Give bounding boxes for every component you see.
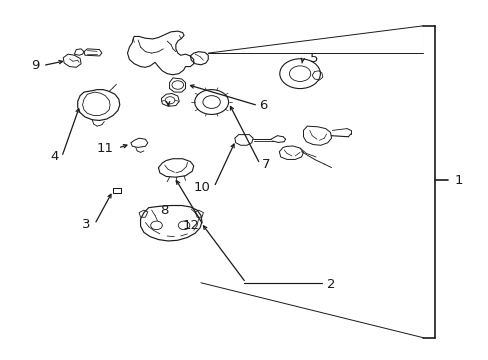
Text: 3: 3 <box>82 218 91 231</box>
Text: 4: 4 <box>50 150 58 163</box>
Text: 2: 2 <box>326 278 334 291</box>
Text: 8: 8 <box>160 204 168 217</box>
Text: 11: 11 <box>97 141 114 154</box>
Text: 1: 1 <box>454 174 462 186</box>
Text: 12: 12 <box>183 219 200 232</box>
Text: 9: 9 <box>31 59 40 72</box>
Text: 5: 5 <box>310 52 318 65</box>
Text: 7: 7 <box>261 158 269 171</box>
Text: 10: 10 <box>193 181 210 194</box>
Text: 6: 6 <box>259 99 267 112</box>
